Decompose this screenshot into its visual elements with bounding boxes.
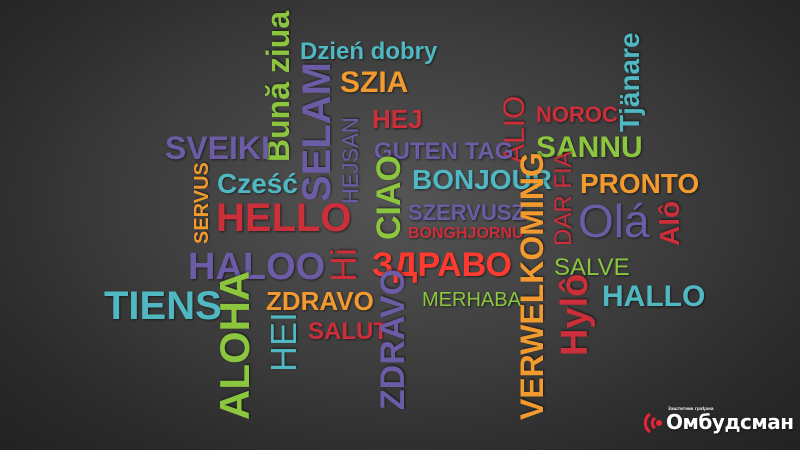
word-hej: HEJ xyxy=(372,104,423,134)
word-bonjour: BONJOUR xyxy=(412,164,553,195)
word-servus: SERVUS xyxy=(191,162,213,244)
word-noroc: NOROC xyxy=(536,102,618,127)
word-dar-fia: DAR FIA xyxy=(550,151,577,246)
word-hylo: Hylô xyxy=(554,273,596,356)
word-dzien-dobry: Dzień dobry xyxy=(300,38,438,65)
ombudsman-logo: Заштитник грађана Омбудсман xyxy=(640,406,796,438)
word-merhaba: MERHABA xyxy=(422,289,521,311)
word-sveiki: SVEIKI xyxy=(165,130,270,166)
word-zdravo: ZDRAVO xyxy=(266,286,374,316)
word-salve: SALVE xyxy=(554,254,630,281)
word-zdravo-vertical: ZDRAVO xyxy=(374,268,412,410)
word-bonghjornu: BONGHJORNU xyxy=(408,225,524,242)
word-haloo: HALOO xyxy=(188,246,326,288)
word-tjanare: Tjänare xyxy=(614,32,645,132)
word-ola: Olá xyxy=(578,195,650,247)
word-ciao: CIAO xyxy=(370,155,408,240)
word-tiens: TIENS xyxy=(104,284,222,328)
word-czesc: Cześć xyxy=(217,168,298,199)
word-hallo: HALLO xyxy=(602,280,706,313)
word-hei: HEI xyxy=(263,311,304,372)
word-zdravo-cyrillic: ЗДРАВО xyxy=(372,246,512,284)
word-guten-tag: GUTEN TAG xyxy=(374,138,514,165)
word-szervusz: SZERVUSZ xyxy=(408,200,525,225)
word-sannu: SANNU xyxy=(536,131,643,164)
word-alo: Alô xyxy=(654,200,685,246)
word-aloha: ALOHA xyxy=(211,270,258,420)
word-hi: Hi xyxy=(323,248,364,282)
word-hejsan: HEJSAN xyxy=(338,117,363,204)
logo-brand: Омбудсман xyxy=(666,410,794,434)
word-hello: HELLO xyxy=(216,196,352,240)
logo-tagline: Заштитник грађана xyxy=(668,406,714,411)
word-pronto: PRONTO xyxy=(580,168,700,199)
word-selam: SELAM xyxy=(295,62,339,202)
signal-waves-icon xyxy=(643,412,662,434)
word-szia: SZIA xyxy=(340,66,409,99)
word-salut: SALUT xyxy=(308,318,388,345)
word-verwelkoming: VERWELKOMING xyxy=(514,152,550,420)
